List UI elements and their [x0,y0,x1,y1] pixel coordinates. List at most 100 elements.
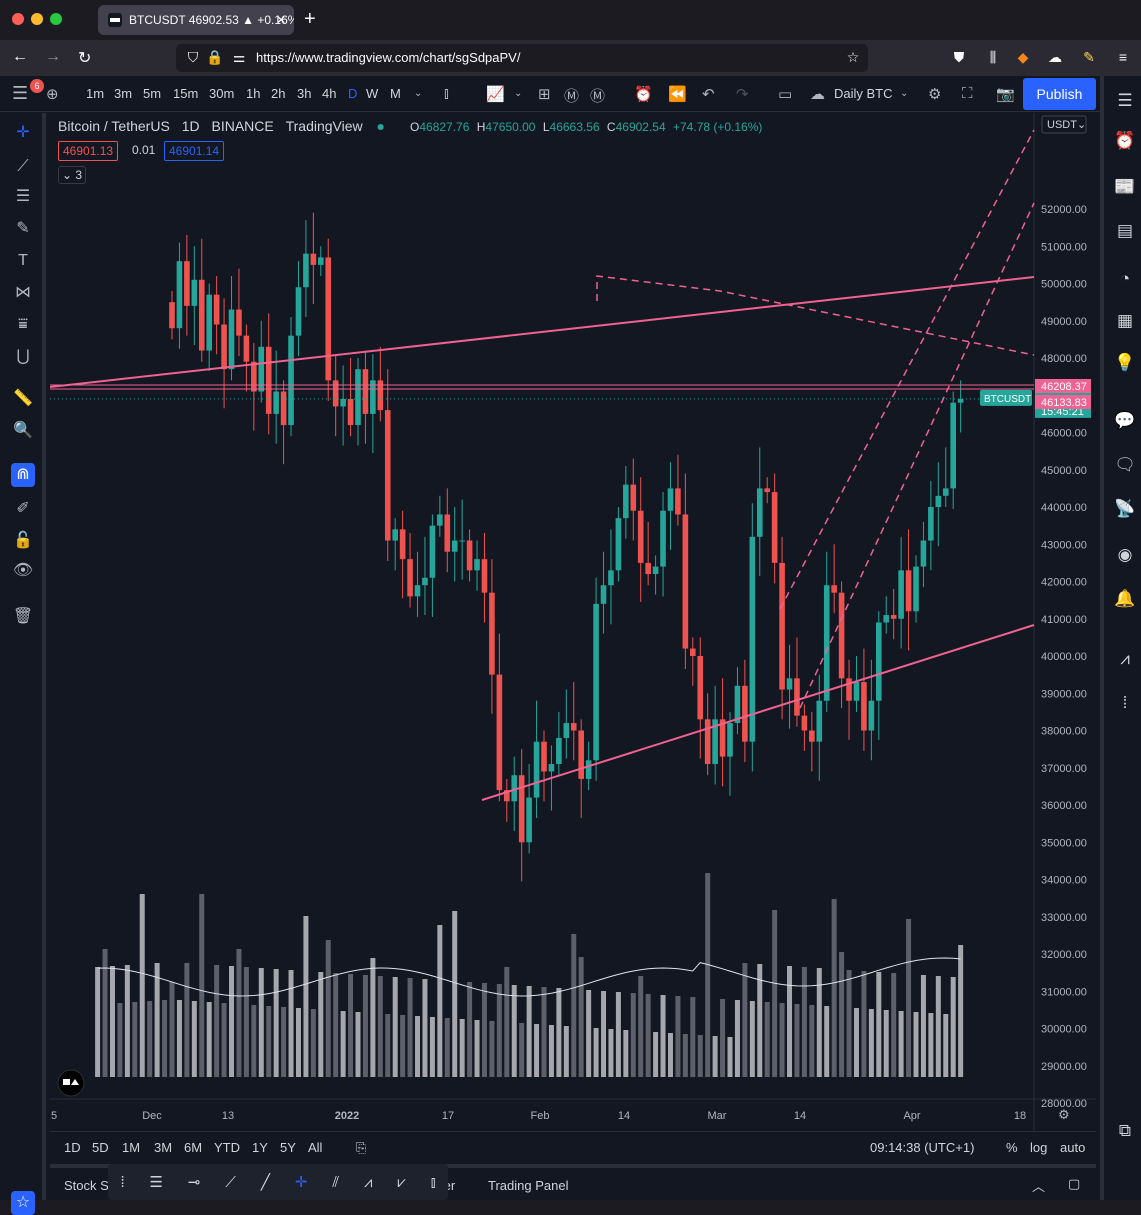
timeframe-W[interactable]: W [366,86,379,101]
range-5D[interactable]: 5D [92,1140,109,1155]
tab-close-icon[interactable]: ✕ [275,13,286,27]
trading-panel-tab[interactable]: Trading Panel [488,1178,569,1193]
settings-gear-icon[interactable]: ⚙ [928,86,942,103]
replay-m-icon[interactable]: Ⓜ [564,88,580,105]
range-1Y[interactable]: 1Y [252,1140,268,1155]
news-icon[interactable]: 📰 [1114,177,1136,196]
timeframe-dropdown-icon[interactable]: ⌄ [414,88,423,99]
line-tool-icon[interactable]: ╱ [260,1174,270,1191]
alert-add-icon[interactable]: ⏰ [634,86,653,103]
range-6M[interactable]: 6M [184,1140,203,1155]
zoom-window-button[interactable] [50,13,62,25]
url-bar[interactable]: ⛉ 🔒 ⚌ https://www.tradingview.com/chart/… [176,44,868,72]
magnet-icon[interactable]: ⋒ [11,463,35,487]
chat-bubble-icon[interactable]: 🗨 [1114,455,1136,474]
browser-tab[interactable]: BTCUSDT 46902.53 ▲ +0.16% E ✕ [98,5,294,35]
maximize-panel-icon[interactable]: ▢ [1068,1176,1081,1191]
brush-icon[interactable]: ✎ [16,220,30,237]
log-toggle[interactable]: log [1030,1140,1048,1155]
prediction-icon[interactable]: ⩸ [18,316,28,333]
trash-icon[interactable]: 🗑 [12,608,34,625]
notifications-bell-icon[interactable]: 🔔 [1114,589,1136,608]
fullscreen-icon[interactable]: ⛶ [962,85,973,102]
stock-screener-tab[interactable]: Stock S [64,1178,109,1193]
timeframe-15m[interactable]: 15m [173,86,199,101]
permissions-icon[interactable]: ⚌ [232,49,246,65]
cloud-layout-icon[interactable]: ☁ [810,86,825,103]
timeframe-3m[interactable]: 3m [114,86,133,101]
range-5Y[interactable]: 5Y [280,1140,296,1155]
buy-price-button[interactable]: 46901.14 [164,141,225,161]
minimize-window-button[interactable] [31,13,43,25]
legend-symbol[interactable]: Bitcoin / TetherUS [58,118,170,134]
layers-icon[interactable]: ⧉ [1118,1121,1132,1140]
templates-icon[interactable]: ⊞ [538,86,551,103]
hotlist-icon[interactable]: ◔ [1119,269,1131,288]
timeframe-D[interactable]: D [348,86,358,101]
ruler-icon[interactable]: 📏 [13,390,33,407]
candle-tool-icon[interactable]: ⫾ [430,1173,436,1191]
trendline-icon[interactable]: ⟋ [17,158,29,175]
eye-icon[interactable]: 👁 [12,562,34,579]
indicators-dropdown-icon[interactable]: ⌄ [514,88,523,99]
elliott-wave-icon[interactable]: ⩘ [363,1173,373,1191]
watchlist-icon[interactable]: ☰ [1117,91,1133,110]
clock-time[interactable]: 09:14:38 (UTC+1) [870,1140,975,1155]
trend-angle-icon[interactable]: ⟋ [225,1173,236,1191]
crosshair-icon[interactable]: ✛ [16,124,30,141]
library-icon[interactable]: ⫼ [989,49,997,65]
reload-icon[interactable]: ↻ [78,50,92,67]
chats-icon[interactable]: 💬 [1114,411,1136,430]
timeframe-1h[interactable]: 1h [246,86,261,101]
dom-icon[interactable]: ⁞ [1122,693,1128,712]
add-symbol-icon[interactable]: ⊕ [46,86,59,103]
back-arrow-icon[interactable]: ← [12,48,28,65]
range-All[interactable]: All [308,1140,323,1155]
url-text[interactable]: https://www.tradingview.com/chart/sgSdpa… [256,50,521,65]
pattern-icon[interactable]: ⋈ [15,284,31,301]
stream-icon[interactable]: 📡 [1114,499,1136,518]
metamask-icon[interactable]: ◆ [1017,49,1029,65]
replay-m2-icon[interactable]: Ⓜ [590,88,606,105]
pocket-icon[interactable]: ⛊ [953,49,965,65]
timeframe-1m[interactable]: 1m [86,86,105,101]
chart-area[interactable]: 28000.00 29000.00 30000.00 31000.00 32000.00… [49,113,1096,1163]
date-range-icon[interactable]: ⎘ [356,1140,367,1155]
extension-icon[interactable]: ✎ [1083,49,1095,65]
horizontal-lines-icon[interactable]: ☰ [149,1174,163,1191]
menu-icon[interactable]: ≡ [1118,49,1128,65]
range-YTD[interactable]: YTD [214,1140,240,1155]
range-1D[interactable]: 1D [64,1140,81,1155]
play-icon[interactable]: ◉ [1117,545,1133,564]
timeframe-M[interactable]: M [390,86,401,101]
range-1M[interactable]: 1M [122,1140,141,1155]
redo-icon[interactable]: ↷ [736,86,749,103]
timeframe-3h[interactable]: 3h [297,86,312,101]
auto-toggle[interactable]: auto [1060,1140,1086,1155]
camera-icon[interactable]: 📷 [996,86,1015,103]
chart-svg[interactable]: 28000.00 29000.00 30000.00 31000.00 32000.00… [49,113,1096,1131]
bookmark-star-icon[interactable]: ☆ [846,49,860,65]
zoom-icon[interactable]: 🔍 [13,422,33,439]
close-window-button[interactable] [12,13,24,25]
forward-arrow-icon[interactable]: → [45,48,61,65]
indicators-collapse-button[interactable]: ⌄ 3 [58,166,86,184]
shield-icon[interactable]: ⛉ [187,49,199,65]
order-panel-icon[interactable]: ⩘ [1120,649,1130,668]
favorites-star-icon[interactable]: ☆ [11,1191,35,1215]
timeframe-30m[interactable]: 30m [209,86,235,101]
main-menu-icon[interactable]: ☰ [12,83,29,103]
timeframe-4h[interactable]: 4h [322,86,337,101]
layout-dropdown-icon[interactable]: ⌄ [900,88,909,99]
percent-toggle[interactable]: % [1006,1140,1018,1155]
layout-name[interactable]: Daily BTC [834,86,893,101]
drag-handle-icon[interactable]: ⁞ [120,1173,125,1191]
calendar-icon[interactable]: ▦ [1116,311,1134,330]
abc-pattern-icon[interactable]: ⩗ [397,1173,406,1191]
lock-drawing-icon[interactable]: ✐ [16,500,30,517]
fib-icon[interactable]: ☰ [15,188,31,205]
lock-all-icon[interactable]: 🔓 [13,532,33,549]
candles-icon[interactable]: ⫾ [444,85,449,102]
datawindow-icon[interactable]: ▤ [1116,221,1134,240]
lock-icon[interactable]: 🔒 [206,49,224,65]
